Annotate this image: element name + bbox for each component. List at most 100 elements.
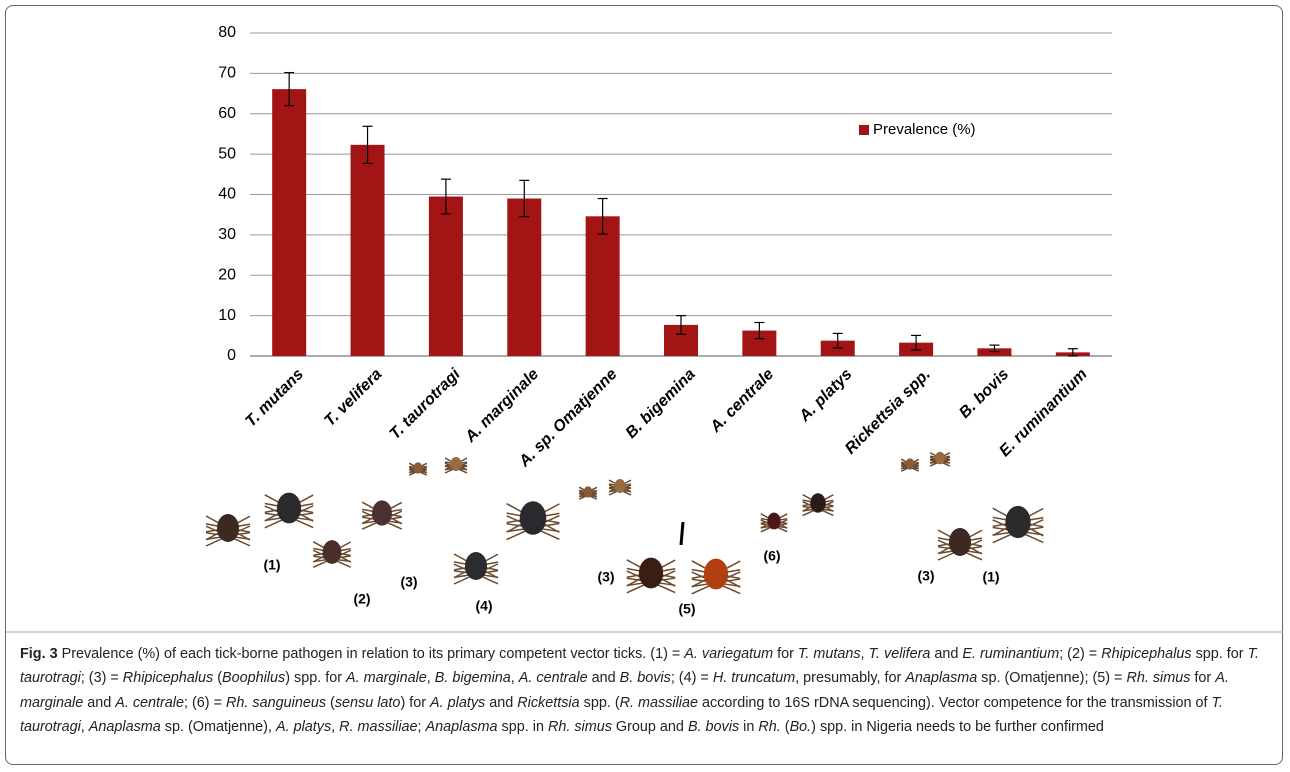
y-tick-label: 30 xyxy=(218,226,236,243)
tick-illustration xyxy=(802,493,834,517)
caption-run: A. marginale xyxy=(346,670,427,687)
tick-body xyxy=(372,500,392,526)
y-tick-label: 10 xyxy=(218,307,236,324)
caption-run: ( xyxy=(326,694,335,711)
caption-run: , xyxy=(331,719,340,736)
tick-body xyxy=(322,540,342,564)
bar xyxy=(507,198,542,356)
y-tick-label: 70 xyxy=(218,65,236,82)
caption-run: ) spp. in Nigeria needs to be further co… xyxy=(811,719,1104,736)
caption-run: sp. (Omatjenne), xyxy=(160,719,276,736)
caption-run: Anaplasma xyxy=(905,670,978,687)
bar xyxy=(977,348,1012,356)
caption-run: , presumably, for xyxy=(795,670,906,687)
caption-run: spp. for xyxy=(1191,646,1248,662)
vector-label: (3) xyxy=(400,574,417,590)
tick-body xyxy=(949,528,971,556)
tick-body xyxy=(935,451,945,465)
tick-body xyxy=(519,501,547,535)
bar xyxy=(350,144,385,356)
bar xyxy=(272,89,307,356)
caption-run: T. taurotragi xyxy=(20,646,1260,687)
tick-body xyxy=(276,492,302,524)
y-tick-label: 20 xyxy=(218,266,236,283)
tick-illustration xyxy=(408,462,428,476)
tick-body xyxy=(703,558,729,590)
legend-swatch xyxy=(859,125,869,135)
caption-run: according to 16S rDNA sequencing). Vecto… xyxy=(698,694,1212,711)
tick-body xyxy=(217,514,239,542)
caption-run: , xyxy=(860,646,869,662)
x-tick-label: Rickettsia spp. xyxy=(842,366,934,458)
caption-run: and xyxy=(587,670,620,687)
pointer-line xyxy=(679,521,685,546)
caption-run: Rickettsia xyxy=(517,694,580,711)
caption-run: A. platys xyxy=(275,719,332,736)
tick-illustration xyxy=(691,558,741,595)
caption-run: ) for xyxy=(400,694,431,711)
tick-body xyxy=(413,462,423,474)
tick-illustration xyxy=(992,505,1044,544)
x-tick-label: B. bovis xyxy=(956,366,1012,422)
tick-body xyxy=(1005,505,1031,539)
caption-run: for xyxy=(1190,670,1216,687)
caption-run: B. bovis xyxy=(619,670,671,687)
caption-run: ; (3) = xyxy=(80,670,123,687)
caption-run: spp. in xyxy=(497,719,548,736)
chart: 0 10 20 30 40 50 60 70 80 Prevalence (%) T. mutans… xyxy=(6,24,1283,633)
caption-run: in xyxy=(739,719,759,736)
caption-run: , xyxy=(80,719,89,736)
tick-illustration xyxy=(937,528,983,561)
figure-frame xyxy=(5,5,1283,765)
caption-run: and xyxy=(485,694,518,711)
caption-run: T. mutans xyxy=(797,646,861,662)
caption-run: Rh. xyxy=(758,719,781,736)
caption-run: Anaplasma xyxy=(88,719,161,736)
caption-run: ; (4) = xyxy=(670,670,713,687)
vector-label: (1) xyxy=(263,557,280,573)
caption-run: A. platys xyxy=(430,694,486,711)
x-tick-label: T. mutans xyxy=(242,366,307,431)
caption-run: sp. (Omatjenne); (5) = xyxy=(977,670,1127,687)
vector-label: (2) xyxy=(353,591,370,607)
caption-run: Anaplasma xyxy=(425,719,498,736)
bar xyxy=(585,216,620,356)
caption-run: Boophilus xyxy=(222,670,286,687)
caption-run: T. velifera xyxy=(868,646,931,662)
caption-run: sensu lato xyxy=(334,694,401,711)
caption-run: R. massiliae xyxy=(339,719,418,736)
caption-run: and xyxy=(83,694,116,711)
tick-body xyxy=(810,493,826,513)
tick-illustration xyxy=(205,514,251,547)
x-tick-label: A. marginale xyxy=(461,366,542,447)
caption-run: A. centrale xyxy=(115,694,185,711)
caption-run: ) spp. for xyxy=(285,670,346,687)
x-tick-label: T. velifera xyxy=(321,366,385,430)
tick-illustration xyxy=(760,512,788,533)
caption-run: H. truncatum xyxy=(712,670,796,687)
caption-run: Rh. simus xyxy=(1126,670,1191,687)
vector-label: (5) xyxy=(678,601,695,617)
y-tick-label: 60 xyxy=(218,105,236,122)
caption-run: Fig. 3 xyxy=(20,646,58,662)
caption-run: A. variegatum xyxy=(684,646,774,662)
caption-run: T. taurotragi xyxy=(20,694,1224,736)
x-tick-label: A. platys xyxy=(796,366,856,426)
y-tick-label: 50 xyxy=(218,145,236,162)
tick-body xyxy=(905,458,915,470)
tick-illustration xyxy=(626,557,676,594)
tick-body xyxy=(465,552,487,580)
x-tick-label: E. ruminantium xyxy=(996,366,1090,460)
caption-run: Rh. simus xyxy=(547,719,612,736)
caption-run: and xyxy=(930,646,963,662)
caption: Fig. 3 Prevalence (%) of each tick-borne… xyxy=(20,642,1278,740)
caption-run: E. ruminantium xyxy=(962,646,1060,662)
caption-run: for xyxy=(773,646,798,662)
vector-label: (4) xyxy=(475,598,492,614)
tick-illustration xyxy=(312,540,352,568)
tick-illustration xyxy=(578,486,598,500)
caption-run: , xyxy=(426,670,435,687)
caption-run: Rhipicephalus xyxy=(1101,646,1192,662)
tick-illustration xyxy=(453,552,499,585)
caption-run: spp. ( xyxy=(579,694,620,711)
